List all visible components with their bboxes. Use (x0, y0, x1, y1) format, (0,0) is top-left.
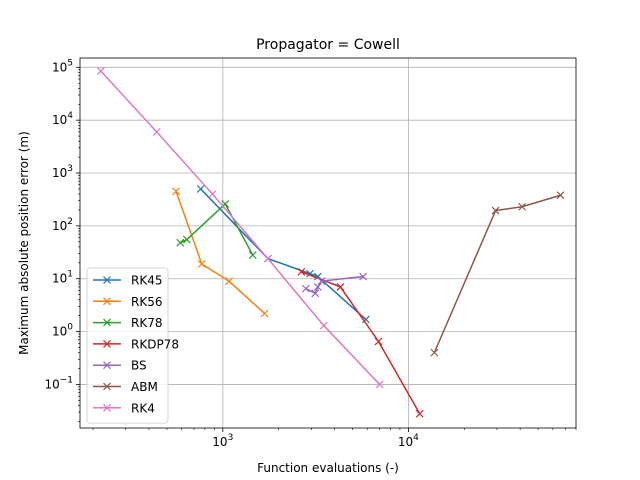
legend-marker (103, 361, 111, 370)
series-layer (96, 67, 565, 418)
y-tick-label: 103 (52, 164, 73, 180)
series-line-rk78 (179, 202, 254, 256)
data-point-rkdp78 (415, 409, 424, 418)
legend-label: RK45 (131, 274, 162, 288)
legend-label: RK4 (131, 401, 155, 415)
series-bs (301, 272, 368, 298)
data-point-rk4 (152, 127, 161, 136)
legend-entry-rkdp78: RKDP78 (93, 337, 179, 351)
y-tick-label: 104 (52, 111, 73, 127)
x-axis: 103 104 (92, 428, 577, 449)
data-point-rkdp78 (374, 337, 383, 346)
legend-entry-abm: ABM (93, 380, 158, 394)
y-axis-title: Maximum absolute position error (m) (17, 131, 31, 355)
data-point-bs (317, 277, 326, 286)
data-point-abm (491, 206, 500, 215)
series-rkdp78 (297, 267, 424, 418)
legend-entry-bs: BS (93, 359, 147, 373)
data-point-rkdp78 (297, 267, 306, 276)
data-point-rk4 (263, 254, 272, 263)
data-point-abm (430, 348, 439, 357)
x-tick-label: 104 (398, 433, 419, 449)
chart-title: Propagator = Cowell (256, 37, 400, 53)
y-tick-label: 102 (52, 217, 73, 233)
x-axis-title: Function evaluations (-) (257, 461, 399, 475)
legend-label: RK56 (131, 295, 162, 309)
legend-label: BS (131, 359, 147, 373)
data-point-abm (556, 191, 565, 200)
y-tick-label: 10−1 (44, 375, 73, 391)
legend-entry-rk4: RK4 (93, 401, 155, 415)
series-rk4 (96, 67, 384, 389)
data-point-rk56 (172, 187, 181, 196)
data-point-rk78 (182, 235, 191, 244)
plot-frame (79, 57, 577, 429)
series-rk78 (176, 200, 257, 260)
legend-box (86, 267, 169, 424)
legend-entry-rk45: RK45 (93, 274, 162, 288)
data-point-abm (518, 202, 527, 211)
data-point-bs (301, 284, 310, 293)
legend-marker (103, 276, 111, 284)
legend: RK45 RK56 RK78 RKDP78 BS ABM RK4 (86, 267, 179, 424)
y-tick-label: 105 (52, 58, 73, 74)
legend-entry-rk78: RK78 (93, 316, 162, 330)
series-line-rk4 (100, 70, 381, 385)
legend-label: ABM (131, 380, 158, 394)
data-point-rk56 (197, 260, 206, 268)
series-abm (430, 191, 565, 357)
data-point-rk4 (375, 380, 384, 389)
series-line-rk56 (175, 191, 266, 315)
series-line-abm (433, 194, 561, 353)
legend-label: RKDP78 (131, 337, 179, 351)
data-point-rk4 (208, 190, 217, 198)
y-tick-label: 100 (52, 323, 73, 339)
y-axis: 10−1 100 101 102 103 104 105 (44, 58, 80, 422)
legend-marker (103, 318, 111, 327)
series-line-rkdp78 (301, 271, 421, 415)
series-rk56 (172, 187, 269, 318)
legend-marker (103, 382, 111, 391)
legend-marker (103, 339, 111, 348)
data-point-rk4 (96, 67, 105, 75)
data-point-bs (313, 282, 322, 291)
data-point-rk45 (196, 185, 205, 193)
legend-marker (103, 297, 111, 306)
data-point-bs (359, 272, 368, 281)
x-tick-label: 103 (212, 433, 233, 449)
y-tick-label: 101 (52, 270, 73, 286)
data-point-bs (311, 289, 320, 298)
legend-label: RK78 (131, 316, 162, 330)
data-point-rk78 (176, 238, 185, 247)
data-point-rkdp78 (336, 282, 345, 291)
data-point-rk45 (361, 315, 370, 324)
data-point-rk78 (248, 251, 257, 260)
data-point-rk56 (260, 309, 269, 318)
data-point-rk4 (319, 321, 328, 330)
legend-marker (103, 403, 111, 412)
data-point-rk56 (225, 277, 233, 286)
legend-entry-rk56: RK56 (93, 295, 162, 309)
